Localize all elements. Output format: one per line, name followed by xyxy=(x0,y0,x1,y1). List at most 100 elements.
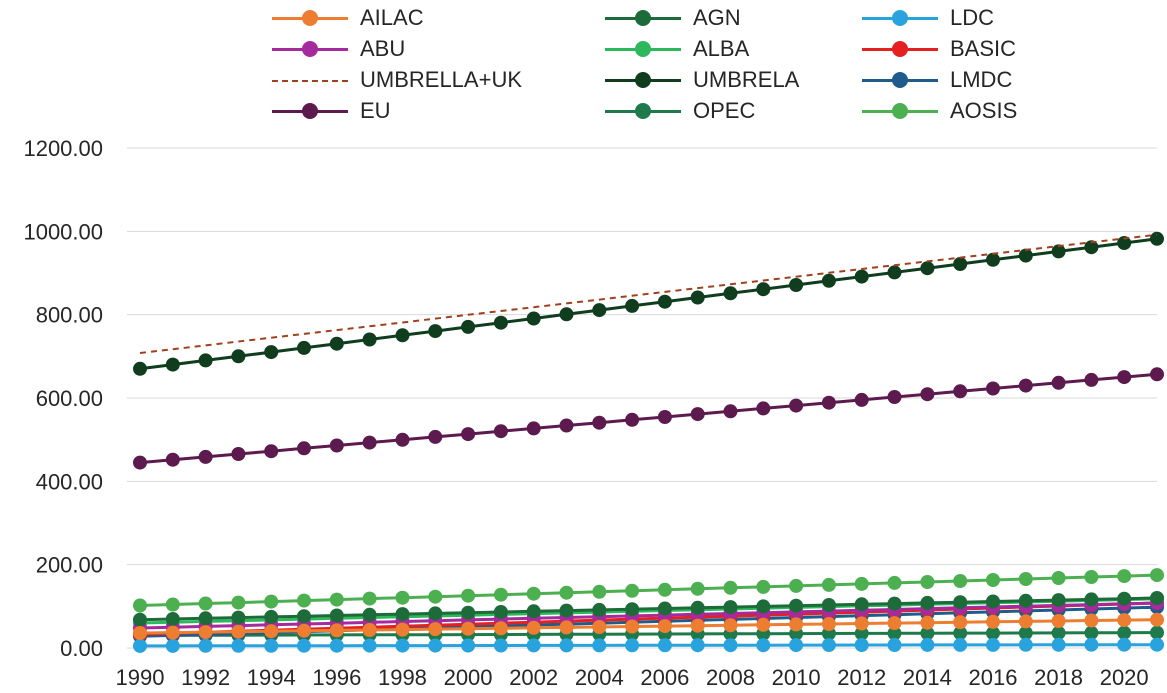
y-tick-label: 600.00 xyxy=(36,386,103,411)
x-tick-label: 2010 xyxy=(772,665,821,690)
data-point xyxy=(690,638,705,653)
data-point xyxy=(493,424,508,439)
data-point xyxy=(297,593,311,608)
data-point xyxy=(493,605,508,619)
data-point xyxy=(986,381,1000,396)
x-tick-label: 2018 xyxy=(1034,665,1083,690)
data-point xyxy=(329,638,344,653)
data-point xyxy=(1051,571,1066,585)
data-point xyxy=(953,257,968,271)
legend-label: ABU xyxy=(360,36,406,61)
legend-label: LDC xyxy=(950,5,995,30)
data-point xyxy=(461,638,476,653)
y-tick-label: 800.00 xyxy=(36,303,103,328)
data-point xyxy=(690,600,705,615)
data-point xyxy=(297,623,311,638)
data-point xyxy=(887,638,902,652)
legend-label: EU xyxy=(360,98,391,123)
data-point xyxy=(887,616,902,631)
x-tick-label: 2016 xyxy=(968,665,1017,690)
x-tick-label: 2012 xyxy=(837,665,886,690)
data-point xyxy=(493,638,508,653)
data-point xyxy=(1084,613,1099,628)
x-axis-tick-labels: 1990 1992 1994 1996 1998 2000 2002 2004 2006 2008… xyxy=(116,665,1149,690)
data-point xyxy=(493,621,508,636)
data-point xyxy=(395,622,410,637)
data-point xyxy=(264,345,279,360)
data-point xyxy=(657,410,672,424)
x-tick-label: 2020 xyxy=(1100,665,1149,690)
data-point xyxy=(986,573,1000,587)
x-tick-label: 2002 xyxy=(509,665,558,690)
legend-label: UMBRELLA+UK xyxy=(360,67,523,92)
data-point xyxy=(1150,625,1164,640)
data-point xyxy=(133,626,147,640)
data-point xyxy=(1117,625,1132,640)
data-point xyxy=(231,595,246,610)
legend-item: EU xyxy=(272,96,391,126)
y-tick-label: 1000.00 xyxy=(23,219,103,244)
data-point xyxy=(690,618,705,633)
data-point xyxy=(395,432,410,447)
data-point xyxy=(297,638,311,653)
data-point xyxy=(526,421,541,436)
data-point xyxy=(1051,593,1066,608)
data-point xyxy=(264,594,279,609)
data-point xyxy=(526,586,541,601)
data-point xyxy=(1150,231,1164,246)
data-point xyxy=(395,607,410,622)
data-point xyxy=(526,620,541,635)
data-point xyxy=(264,444,279,459)
data-point xyxy=(625,602,640,617)
series-eu xyxy=(133,367,1164,470)
data-point xyxy=(362,332,377,347)
data-point xyxy=(920,595,935,610)
data-point xyxy=(526,604,541,619)
data-point xyxy=(133,598,147,613)
data-point xyxy=(986,614,1000,629)
data-point xyxy=(1051,625,1066,640)
data-point xyxy=(198,353,213,368)
data-point xyxy=(920,261,935,276)
data-point xyxy=(789,598,804,613)
series-ailac xyxy=(133,612,1164,640)
data-point xyxy=(1084,570,1099,584)
data-point xyxy=(362,638,377,653)
series-opec xyxy=(133,625,1164,643)
data-point xyxy=(461,605,476,620)
x-tick-label: 2004 xyxy=(575,665,624,690)
data-point xyxy=(559,585,574,600)
data-point xyxy=(559,307,574,322)
data-point xyxy=(231,624,246,639)
data-point xyxy=(231,638,246,653)
data-point xyxy=(297,441,311,456)
data-point xyxy=(887,575,902,590)
data-point xyxy=(592,602,607,617)
legend-label: BASIC xyxy=(950,36,1017,61)
data-point xyxy=(329,608,344,623)
data-point xyxy=(690,581,705,596)
legend-item: AOSIS xyxy=(862,96,1017,126)
legend-label: OPEC xyxy=(693,98,756,123)
data-point xyxy=(165,357,180,372)
legend-label: AOSIS xyxy=(950,98,1018,123)
data-point xyxy=(920,575,935,589)
legend-key xyxy=(272,65,348,95)
series-umbrella-uk xyxy=(139,233,1158,354)
data-point xyxy=(231,610,246,625)
data-point xyxy=(953,626,968,641)
legend-key xyxy=(605,3,681,33)
legend-item: ABU xyxy=(272,34,405,64)
data-point xyxy=(198,596,213,611)
x-tick-label: 1992 xyxy=(181,665,230,690)
x-tick-label: 2008 xyxy=(706,665,755,690)
data-point xyxy=(198,449,213,464)
data-point xyxy=(756,617,771,632)
series-aosis xyxy=(133,568,1164,613)
data-point xyxy=(133,612,147,627)
data-point xyxy=(1018,626,1033,640)
data-point xyxy=(1018,614,1033,629)
data-point xyxy=(657,582,672,597)
legend-key xyxy=(862,96,938,126)
